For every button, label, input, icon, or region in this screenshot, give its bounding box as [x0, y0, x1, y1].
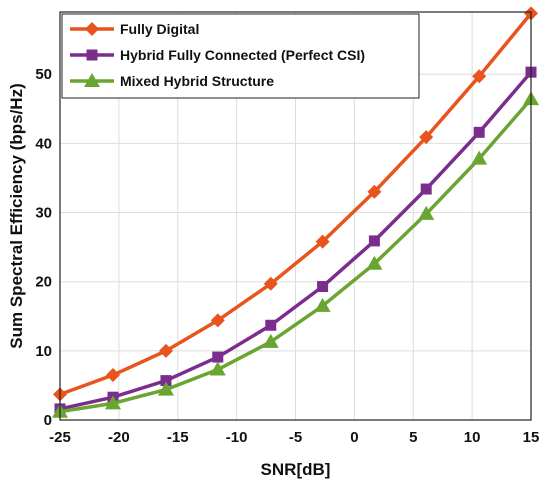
data-point [210, 313, 225, 328]
legend-label: Fully Digital [120, 21, 199, 37]
y-tick-label: 50 [35, 66, 52, 83]
series-line [59, 12, 533, 397]
data-point [209, 361, 226, 376]
data-point [262, 333, 279, 348]
plot-frame [59, 11, 532, 421]
x-tick-label: -5 [289, 429, 302, 446]
data-point [315, 234, 330, 249]
x-tick-label: -25 [49, 429, 71, 446]
x-tick-label: 10 [464, 429, 481, 446]
data-point [419, 130, 434, 145]
y-tick-label: 40 [35, 135, 52, 152]
data-point [472, 69, 487, 84]
x-tick-label: 0 [350, 429, 358, 446]
data-point [212, 351, 224, 363]
x-tick-label: -10 [226, 429, 248, 446]
series-line [59, 71, 533, 411]
data-point [418, 205, 435, 220]
data-point [368, 235, 380, 247]
x-tick-labels: -25 -20 -15 -10 -5 0 5 10 15 [49, 429, 539, 446]
series-1 [53, 6, 538, 402]
x-axis-label: SNR[dB] [261, 460, 331, 479]
y-tick-label: 20 [35, 274, 52, 291]
data-point [105, 368, 120, 383]
legend-swatch-marker [84, 73, 100, 87]
data-point [317, 281, 329, 293]
data-point [158, 343, 173, 358]
y-tick-labels: 0 10 20 30 40 50 [35, 66, 52, 429]
series-3 [52, 91, 539, 418]
x-tick-label: -20 [108, 429, 130, 446]
legend-swatch-marker [86, 49, 98, 61]
series-line [59, 97, 533, 414]
y-tick-label: 0 [44, 412, 52, 429]
series-layer [52, 6, 539, 418]
legend: Fully Digital Hybrid Fully Connected (Per… [61, 13, 420, 99]
data-point [473, 126, 485, 138]
data-point [420, 183, 432, 195]
legend-box [61, 13, 420, 99]
y-tick-label: 10 [35, 343, 52, 360]
legend-label: Mixed Hybrid Structure [120, 73, 274, 89]
data-point [367, 184, 382, 199]
data-point [314, 297, 331, 312]
data-point [366, 255, 383, 270]
data-point [104, 395, 121, 410]
data-point [471, 150, 488, 165]
y-tick-label: 30 [35, 205, 52, 222]
data-point [157, 381, 174, 396]
y-axis-label: Sum Spectral Efficiency (bps/Hz) [7, 83, 26, 348]
data-point [160, 375, 172, 387]
data-point [263, 276, 278, 291]
x-tick-label: -15 [167, 429, 189, 446]
legend-label: Hybrid Fully Connected (Perfect CSI) [120, 47, 365, 63]
x-tick-label: 5 [409, 429, 417, 446]
data-point [265, 319, 277, 331]
legend-swatch-marker [85, 22, 99, 36]
x-tick-label: 15 [523, 429, 540, 446]
